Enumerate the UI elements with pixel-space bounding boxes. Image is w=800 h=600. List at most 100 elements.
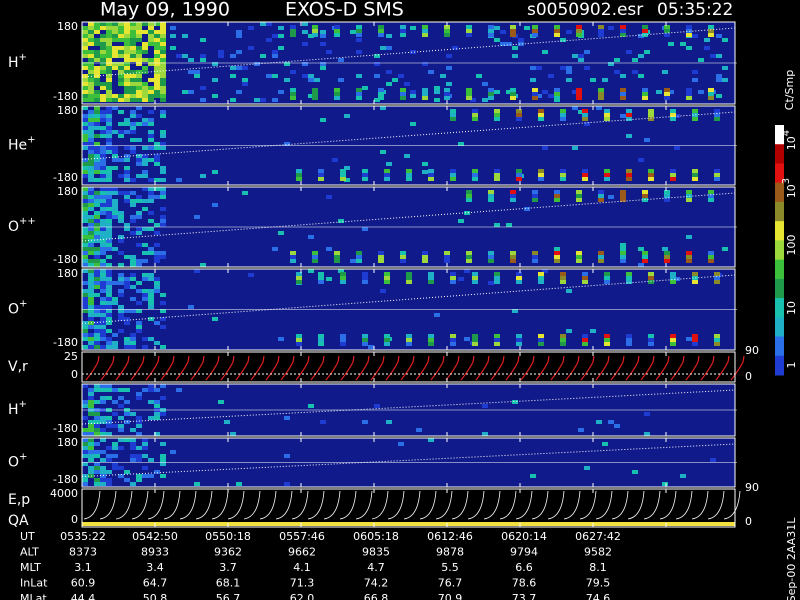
cell: [118, 235, 124, 239]
cell: [302, 42, 308, 46]
cell: [714, 169, 720, 173]
cell: [82, 247, 88, 251]
cell: [94, 150, 100, 154]
cell: [148, 98, 154, 102]
cell: [112, 98, 118, 102]
cell: [136, 70, 142, 74]
cell: [88, 207, 94, 211]
cell: [94, 195, 100, 199]
cell: [598, 25, 604, 29]
cell: [510, 251, 516, 255]
cell: [118, 34, 124, 38]
label-sup: +: [19, 452, 27, 463]
cell: [670, 280, 676, 284]
cell: [598, 255, 604, 259]
cell: [560, 113, 566, 117]
cell: [124, 412, 130, 416]
cell: [142, 30, 148, 34]
cell: [154, 50, 160, 54]
cell: [554, 190, 560, 194]
cell: [472, 272, 478, 276]
cell: [154, 82, 160, 86]
cell: [136, 74, 142, 78]
cell: [608, 195, 614, 199]
cell: [160, 396, 166, 400]
cell: [82, 297, 88, 301]
cell: [604, 113, 610, 117]
cell: [450, 276, 456, 280]
cell: [254, 62, 260, 66]
cell: [582, 342, 588, 346]
cell: [362, 227, 368, 231]
cell: [100, 26, 106, 30]
cell: [82, 211, 88, 215]
cell: [176, 54, 182, 58]
cell: [142, 277, 148, 281]
cell: [516, 280, 522, 284]
cell: [308, 269, 314, 273]
cell: [148, 388, 154, 392]
cell: [384, 177, 390, 181]
cell: [106, 207, 112, 211]
cell: [124, 170, 130, 174]
cell: [112, 199, 118, 203]
cell: [482, 404, 488, 408]
cell: [136, 259, 142, 263]
cell: [112, 301, 118, 305]
cell: [494, 113, 500, 117]
cell: [100, 207, 106, 211]
cell: [488, 259, 494, 263]
cell: [118, 30, 124, 34]
cell: [312, 33, 318, 37]
cell: [118, 215, 124, 219]
cell: [362, 342, 368, 346]
cell: [188, 305, 194, 309]
cell: [142, 66, 148, 70]
cell: [142, 446, 148, 450]
cell: [148, 337, 154, 341]
cell: [100, 126, 106, 130]
cell: [400, 259, 406, 263]
cell: [340, 177, 346, 181]
cell: [154, 62, 160, 66]
cell: [532, 198, 538, 202]
cell: [100, 46, 106, 50]
cell: [604, 338, 610, 342]
cell: [674, 277, 680, 281]
cell: [362, 86, 368, 90]
cell: [148, 289, 154, 293]
cell: [106, 38, 112, 42]
cell: [94, 235, 100, 239]
cell: [170, 450, 176, 454]
cell: [154, 94, 160, 98]
cell: [604, 272, 610, 276]
cell: [614, 424, 620, 428]
cell: [112, 22, 118, 26]
cell: [154, 162, 160, 166]
cell-value: 0620:14: [501, 530, 547, 543]
cell: [136, 281, 142, 285]
cell: [106, 297, 112, 301]
cell: [386, 46, 392, 50]
cell: [112, 281, 118, 285]
cell: [560, 109, 566, 113]
cell: [446, 82, 452, 86]
cell: [334, 96, 340, 100]
cell: [648, 276, 654, 280]
cell: [82, 78, 88, 82]
cell: [100, 458, 106, 462]
cell: [154, 146, 160, 150]
cell: [82, 54, 88, 58]
cell: [148, 42, 154, 46]
cell: [548, 94, 554, 98]
cell: [170, 46, 176, 50]
cell: [572, 54, 578, 58]
colorbar-segment: [775, 317, 784, 338]
cell: [242, 78, 248, 82]
cell: [106, 478, 112, 482]
cell: [422, 96, 428, 100]
cell: [450, 109, 456, 113]
cell: [94, 227, 100, 231]
cell: [704, 46, 710, 50]
cell: [716, 54, 722, 58]
